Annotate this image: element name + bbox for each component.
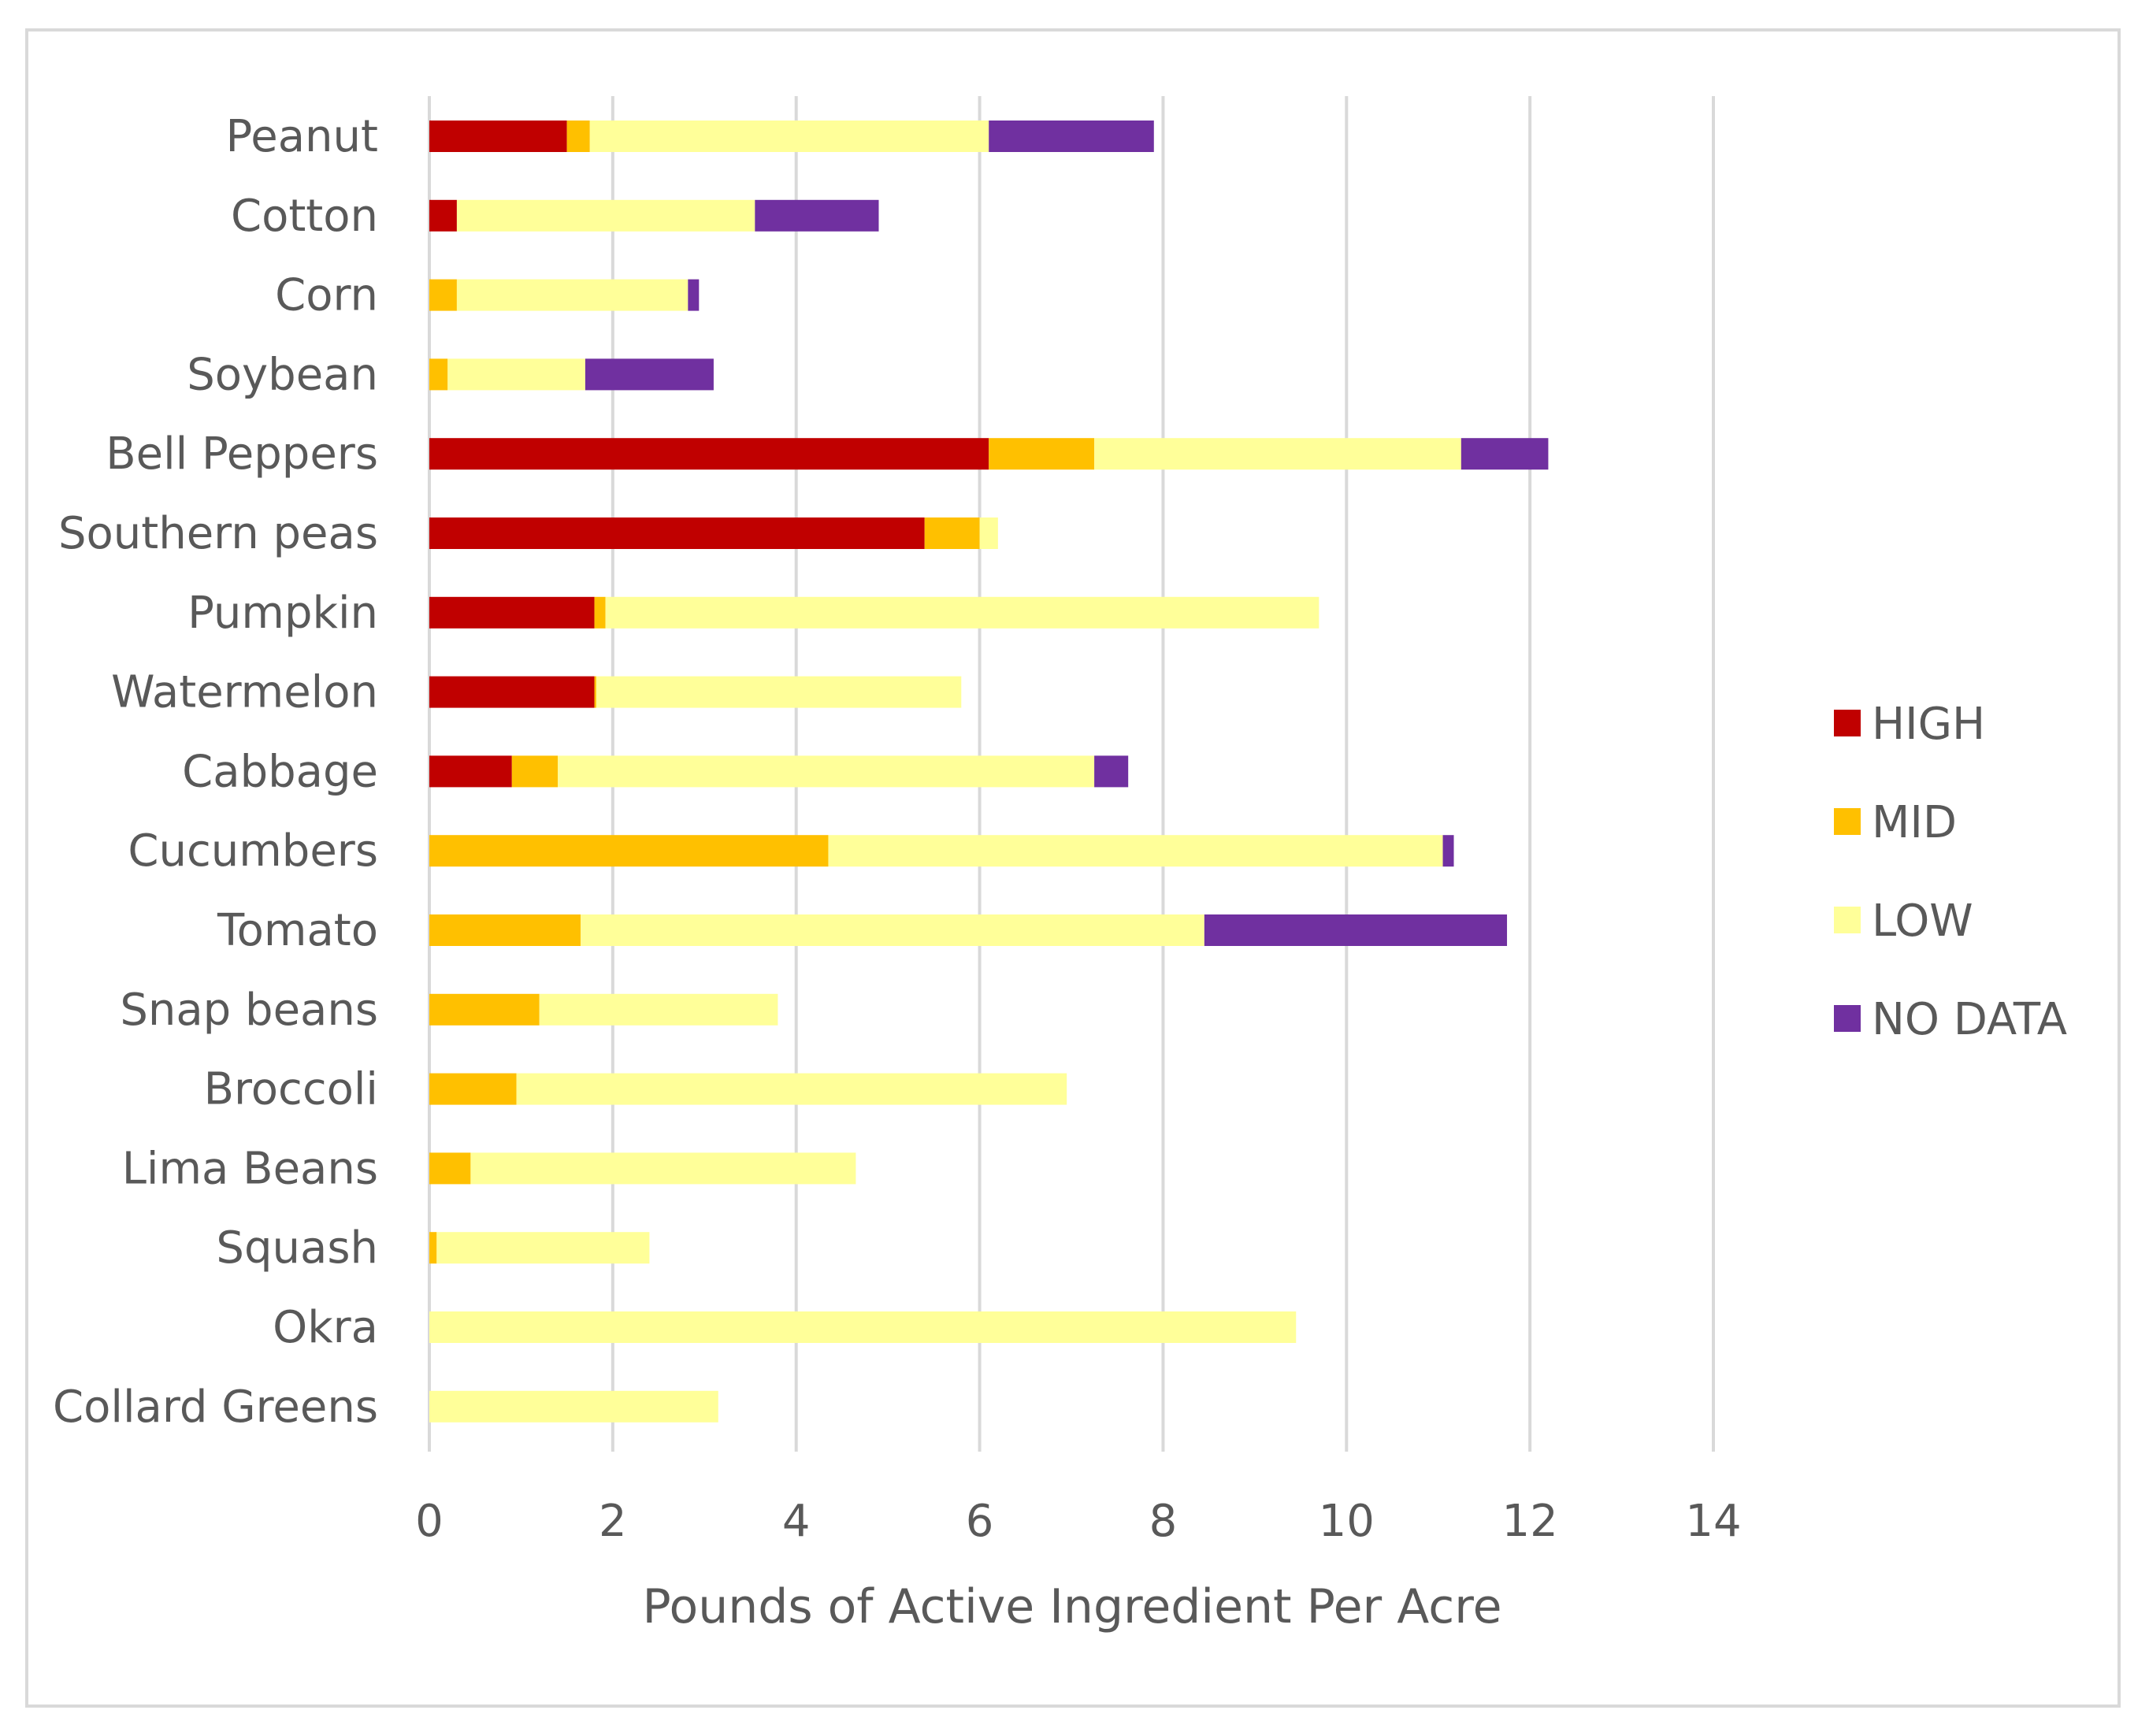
bar-broccoli-low	[516, 1073, 1067, 1105]
category-label: Southern peas	[58, 508, 378, 559]
x-tick-label: 14	[1685, 1496, 1741, 1547]
bar-cucumbers-low	[828, 835, 1443, 867]
gridlines	[428, 96, 1715, 1452]
bar-soybean-no-data	[585, 358, 714, 391]
category-label: Corn	[275, 270, 378, 321]
category-label: Pumpkin	[187, 588, 378, 639]
legend-swatch-high	[1834, 710, 1861, 736]
category-label: Tomato	[217, 905, 378, 956]
legend: HIGH MID LOW NO DATA	[1834, 699, 2067, 1045]
bar-okra-low	[429, 1311, 1297, 1343]
x-tick-label: 8	[1149, 1496, 1178, 1547]
bar-pumpkin-high	[429, 596, 595, 629]
bar-snap-beans-mid	[429, 993, 540, 1026]
bar-bell-peppers-no-data	[1461, 438, 1549, 470]
bar-watermelon-high	[429, 676, 595, 708]
category-label: Squash	[216, 1222, 378, 1274]
bar-corn-low	[456, 279, 688, 311]
bar-tomato-no-data	[1204, 914, 1508, 946]
bar-squash-low	[436, 1232, 650, 1264]
x-tick-label: 2	[599, 1496, 627, 1547]
category-label: Okra	[273, 1302, 378, 1353]
bar-bell-peppers-low	[1094, 438, 1461, 470]
category-label: Bell Peppers	[106, 428, 378, 480]
bar-cabbage-no-data	[1094, 755, 1129, 788]
bar-bell-peppers-high	[429, 438, 989, 470]
bar-bell-peppers-mid	[989, 438, 1095, 470]
legend-label: MID	[1872, 797, 1957, 848]
bar-southern-peas-mid	[924, 517, 980, 549]
bar-cabbage-mid	[511, 755, 558, 788]
legend-swatch-mid	[1834, 808, 1861, 835]
bar-cotton-low	[456, 199, 755, 232]
x-axis-title: Pounds of Active Ingredient Per Acre	[642, 1579, 1501, 1634]
bar-soybean-mid	[429, 358, 448, 391]
category-label: Cucumbers	[128, 825, 378, 877]
category-label: Snap beans	[120, 985, 378, 1036]
legend-label: LOW	[1872, 896, 1973, 947]
bar-lima-beans-low	[470, 1152, 856, 1185]
category-labels: Peanut Cotton Corn Soybean Bell Peppers South…	[53, 111, 378, 1433]
bar-squash-mid	[429, 1232, 437, 1264]
x-tick-label: 12	[1502, 1496, 1558, 1547]
bar-tomato-low	[581, 914, 1204, 946]
bars	[429, 121, 1549, 1423]
bar-cabbage-high	[429, 755, 512, 788]
bar-broccoli-mid	[429, 1073, 517, 1105]
x-tick-label: 6	[966, 1496, 994, 1547]
bar-snap-beans-low	[539, 993, 778, 1026]
legend-label: HIGH	[1872, 699, 1985, 750]
bar-watermelon-mid	[594, 676, 596, 708]
legend-swatch-no-data	[1834, 1005, 1861, 1032]
bar-southern-peas-low	[979, 517, 998, 549]
bar-peanut-high	[429, 121, 567, 152]
x-tick-label: 10	[1319, 1496, 1375, 1547]
bar-peanut-low	[589, 121, 989, 152]
x-tick-labels: 0 2 4 6 8 10 12 14	[415, 1496, 1741, 1547]
category-label: Watermelon	[111, 667, 378, 718]
legend-swatch-low	[1834, 907, 1861, 933]
bar-peanut-no-data	[989, 121, 1154, 152]
category-label: Broccoli	[204, 1064, 378, 1115]
x-tick-label: 0	[415, 1496, 444, 1547]
bar-cucumbers-no-data	[1442, 835, 1454, 867]
x-tick-label: 4	[782, 1496, 811, 1547]
category-label: Soybean	[187, 349, 378, 400]
bar-pumpkin-low	[605, 596, 1319, 629]
bar-peanut-mid	[566, 121, 590, 152]
category-label: Collard Greens	[53, 1382, 378, 1433]
bar-corn-no-data	[688, 279, 700, 311]
bar-cabbage-low	[558, 755, 1095, 788]
bar-soybean-low	[447, 358, 585, 391]
bar-cotton-no-data	[755, 199, 879, 232]
bar-lima-beans-mid	[429, 1152, 471, 1185]
bar-pumpkin-mid	[594, 596, 606, 629]
bar-cucumbers-mid	[429, 835, 829, 867]
bar-southern-peas-high	[429, 517, 925, 549]
chart-frame	[25, 28, 2121, 1708]
legend-label: NO DATA	[1872, 994, 2067, 1045]
bar-tomato-mid	[429, 914, 581, 946]
category-label: Cotton	[231, 191, 378, 242]
bar-collard-greens-low	[429, 1390, 718, 1423]
category-label: Cabbage	[182, 746, 378, 797]
bar-corn-mid	[429, 279, 457, 311]
bar-watermelon-low	[596, 676, 962, 708]
category-label: Peanut	[226, 111, 378, 162]
bar-cotton-high	[429, 199, 457, 232]
category-label: Lima Beans	[122, 1143, 378, 1194]
